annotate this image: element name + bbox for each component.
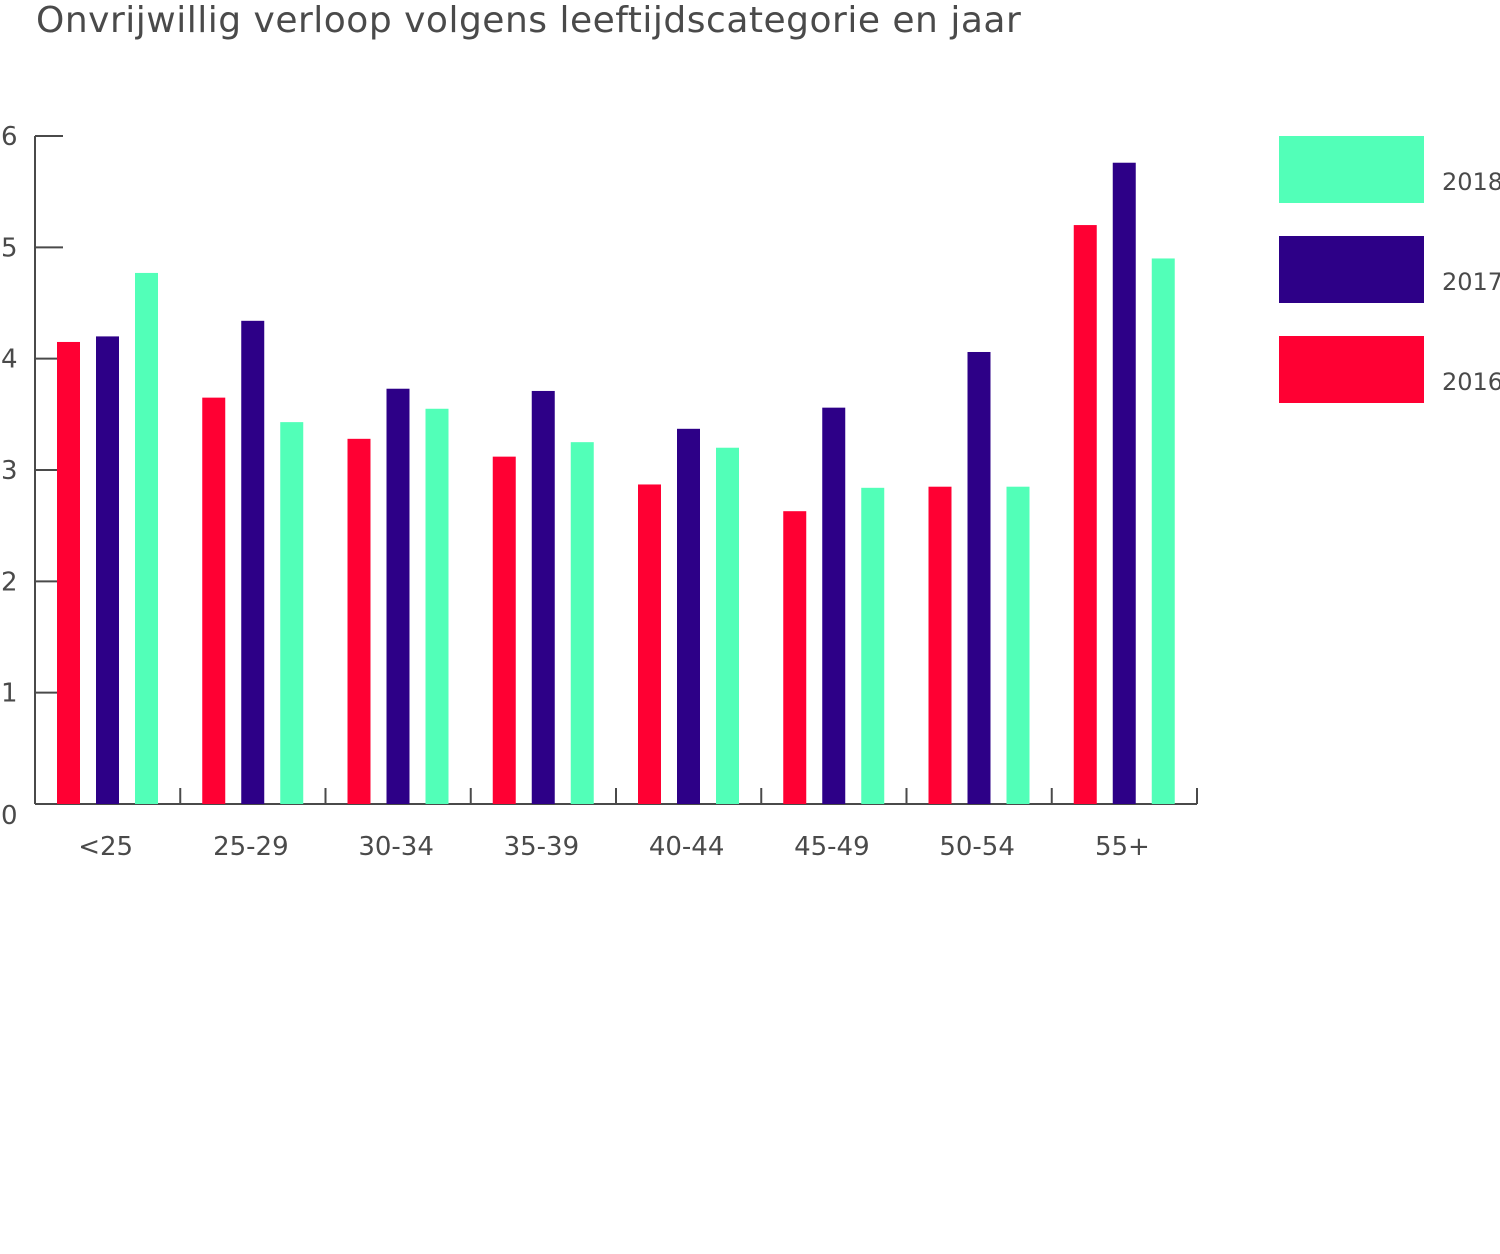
bar-2017-30-34 bbox=[386, 388, 410, 804]
y-tick-label: 1 bbox=[1, 679, 18, 709]
y-tick-label: 5 bbox=[1, 233, 18, 263]
bar-2018-<25 bbox=[135, 272, 158, 804]
bar-2017-25-29 bbox=[241, 320, 265, 804]
bar-2017-45-49 bbox=[822, 407, 846, 804]
bar-2018-40-44 bbox=[716, 447, 739, 804]
bar-2018-30-34 bbox=[425, 408, 449, 804]
y-tick-label: 3 bbox=[1, 456, 18, 486]
x-tick-label: 45-49 bbox=[794, 832, 870, 862]
bar-2016-55+ bbox=[1073, 225, 1097, 805]
bar-2018-55+ bbox=[1151, 258, 1175, 804]
x-tick-label: 25-29 bbox=[213, 832, 289, 862]
legend-label-2017: 2017 bbox=[1442, 268, 1500, 296]
bar-2018-45-49 bbox=[861, 487, 885, 804]
bar-2017-55+ bbox=[1112, 162, 1136, 805]
legend-label-2018: 2018 bbox=[1442, 168, 1500, 196]
bar-2016-30-34 bbox=[347, 438, 371, 804]
bar-2017-<25 bbox=[96, 336, 119, 804]
bar-2017-35-39 bbox=[531, 390, 555, 804]
bar-2016-40-44 bbox=[638, 484, 661, 804]
x-tick-label: 50-54 bbox=[939, 832, 1015, 862]
bar-2016-35-39 bbox=[492, 456, 516, 804]
x-tick-label: 40-44 bbox=[649, 832, 725, 862]
bar-2016-45-49 bbox=[783, 511, 807, 804]
bar-2018-25-29 bbox=[280, 422, 304, 804]
bar-2017-40-44 bbox=[677, 428, 700, 804]
legend-swatch-2016 bbox=[1279, 336, 1424, 403]
bars bbox=[57, 162, 1175, 805]
axes bbox=[34, 135, 1198, 805]
tick-labels: 0 1 2 3 4 5 6 <25 25-29 30-34 35-39 40-44 45-49 50-54… bbox=[1, 122, 1150, 862]
y-tick-label: 6 bbox=[1, 122, 18, 152]
chart-title: Onvrijwillig verloop volgens leeftijdsca… bbox=[36, 0, 1022, 41]
legend-swatch-2018 bbox=[1279, 136, 1424, 203]
y-tick-label: 4 bbox=[1, 345, 18, 375]
bar-2016-50-54 bbox=[928, 486, 952, 804]
legend: 2018 2017 2016 bbox=[1279, 136, 1500, 403]
bar-2017-50-54 bbox=[967, 351, 991, 804]
y-tick-label: 2 bbox=[1, 567, 18, 597]
x-tick-label: <25 bbox=[78, 832, 133, 862]
y-tick-label: 0 bbox=[1, 801, 18, 831]
bar-2016-<25 bbox=[57, 341, 80, 804]
bar-2016-25-29 bbox=[202, 397, 226, 804]
legend-label-2016: 2016 bbox=[1442, 368, 1500, 396]
bar-2018-50-54 bbox=[1006, 486, 1030, 804]
x-tick-label: 35-39 bbox=[504, 832, 580, 862]
x-tick-label: 55+ bbox=[1095, 832, 1150, 862]
bar-2018-35-39 bbox=[570, 442, 594, 804]
legend-swatch-2017 bbox=[1279, 236, 1424, 303]
x-tick-label: 30-34 bbox=[358, 832, 434, 862]
